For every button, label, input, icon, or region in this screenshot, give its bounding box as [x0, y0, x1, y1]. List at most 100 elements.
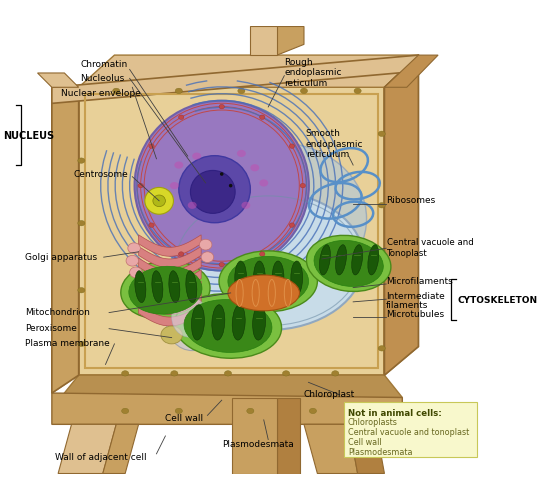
Polygon shape: [277, 26, 304, 55]
Ellipse shape: [191, 170, 235, 214]
Ellipse shape: [260, 115, 265, 119]
Ellipse shape: [253, 261, 265, 294]
Polygon shape: [79, 55, 418, 88]
Ellipse shape: [219, 251, 318, 312]
Polygon shape: [384, 55, 418, 375]
Ellipse shape: [121, 261, 210, 320]
Ellipse shape: [335, 244, 347, 275]
Text: Central vacuole and: Central vacuole and: [387, 238, 474, 248]
Ellipse shape: [172, 297, 207, 337]
Text: Ribosomes: Ribosomes: [386, 196, 435, 205]
Ellipse shape: [179, 252, 184, 256]
Ellipse shape: [272, 261, 284, 294]
Ellipse shape: [260, 252, 265, 256]
Polygon shape: [79, 88, 384, 375]
Ellipse shape: [237, 150, 246, 157]
Text: Chloroplast: Chloroplast: [304, 390, 355, 400]
Ellipse shape: [314, 240, 383, 286]
Polygon shape: [304, 424, 357, 474]
Ellipse shape: [161, 326, 183, 344]
Text: Mitochondrion: Mitochondrion: [25, 308, 90, 317]
Ellipse shape: [354, 88, 361, 94]
Polygon shape: [139, 235, 201, 256]
Polygon shape: [277, 398, 300, 473]
Polygon shape: [103, 424, 139, 474]
Text: Nucleolus: Nucleolus: [80, 74, 125, 83]
Ellipse shape: [188, 202, 197, 209]
Polygon shape: [384, 55, 418, 375]
Ellipse shape: [174, 162, 183, 168]
Text: Central vacuole and tonoplast: Central vacuole and tonoplast: [348, 428, 469, 437]
Polygon shape: [52, 88, 79, 393]
Ellipse shape: [228, 256, 308, 306]
Ellipse shape: [188, 142, 367, 294]
Ellipse shape: [171, 370, 178, 376]
Ellipse shape: [149, 223, 154, 228]
Text: Microtubules: Microtubules: [386, 310, 444, 319]
Text: filaments: filaments: [386, 301, 429, 310]
Ellipse shape: [78, 220, 85, 226]
Text: Centrosome: Centrosome: [73, 170, 128, 178]
Ellipse shape: [153, 195, 165, 206]
Ellipse shape: [368, 244, 379, 275]
Polygon shape: [139, 258, 201, 280]
Ellipse shape: [378, 202, 386, 208]
Ellipse shape: [184, 300, 272, 352]
Text: NUCLEUS: NUCLEUS: [4, 130, 55, 140]
Ellipse shape: [219, 104, 225, 109]
Ellipse shape: [289, 223, 295, 228]
Text: Smooth
endoplasmic
reticulum: Smooth endoplasmic reticulum: [306, 130, 363, 159]
Ellipse shape: [78, 158, 85, 164]
Text: Chloroplasts: Chloroplasts: [348, 418, 397, 427]
Ellipse shape: [320, 244, 330, 275]
Ellipse shape: [138, 184, 143, 188]
Ellipse shape: [78, 341, 85, 346]
Ellipse shape: [241, 202, 251, 209]
Polygon shape: [52, 393, 402, 424]
Text: Rough
endoplasmic
reticulum: Rough endoplasmic reticulum: [284, 58, 342, 88]
Ellipse shape: [378, 274, 386, 280]
Ellipse shape: [282, 370, 289, 376]
Polygon shape: [52, 88, 79, 393]
Text: Peroxisome: Peroxisome: [25, 324, 77, 333]
Ellipse shape: [352, 244, 363, 275]
Polygon shape: [139, 304, 201, 326]
Text: Golgi apparatus: Golgi apparatus: [25, 252, 97, 262]
Polygon shape: [251, 26, 277, 55]
Text: Chromatin: Chromatin: [80, 60, 128, 70]
Ellipse shape: [169, 270, 180, 302]
Ellipse shape: [332, 370, 339, 376]
Ellipse shape: [192, 152, 201, 160]
Polygon shape: [139, 282, 201, 302]
Polygon shape: [58, 424, 116, 474]
Ellipse shape: [225, 370, 232, 376]
Text: Plasmodesmata: Plasmodesmata: [222, 440, 293, 450]
Ellipse shape: [378, 346, 386, 351]
Ellipse shape: [219, 262, 225, 267]
Ellipse shape: [126, 256, 139, 266]
Ellipse shape: [179, 115, 184, 119]
Ellipse shape: [300, 184, 306, 188]
Text: Nuclear envelope: Nuclear envelope: [61, 89, 140, 98]
Ellipse shape: [176, 88, 183, 94]
Polygon shape: [384, 55, 438, 88]
Ellipse shape: [259, 180, 268, 186]
Ellipse shape: [152, 270, 163, 302]
Ellipse shape: [166, 292, 218, 350]
Ellipse shape: [289, 144, 295, 148]
Polygon shape: [61, 375, 402, 398]
Text: Wall of adjacent cell: Wall of adjacent cell: [56, 453, 147, 462]
Ellipse shape: [378, 131, 386, 136]
FancyBboxPatch shape: [344, 402, 476, 458]
Ellipse shape: [212, 304, 225, 340]
Ellipse shape: [253, 304, 266, 340]
Ellipse shape: [238, 88, 245, 94]
Ellipse shape: [291, 261, 302, 294]
Ellipse shape: [134, 100, 309, 270]
Ellipse shape: [135, 270, 146, 302]
Polygon shape: [139, 270, 201, 291]
Polygon shape: [349, 424, 384, 474]
Ellipse shape: [192, 304, 205, 340]
Ellipse shape: [130, 267, 142, 278]
Ellipse shape: [232, 304, 245, 340]
